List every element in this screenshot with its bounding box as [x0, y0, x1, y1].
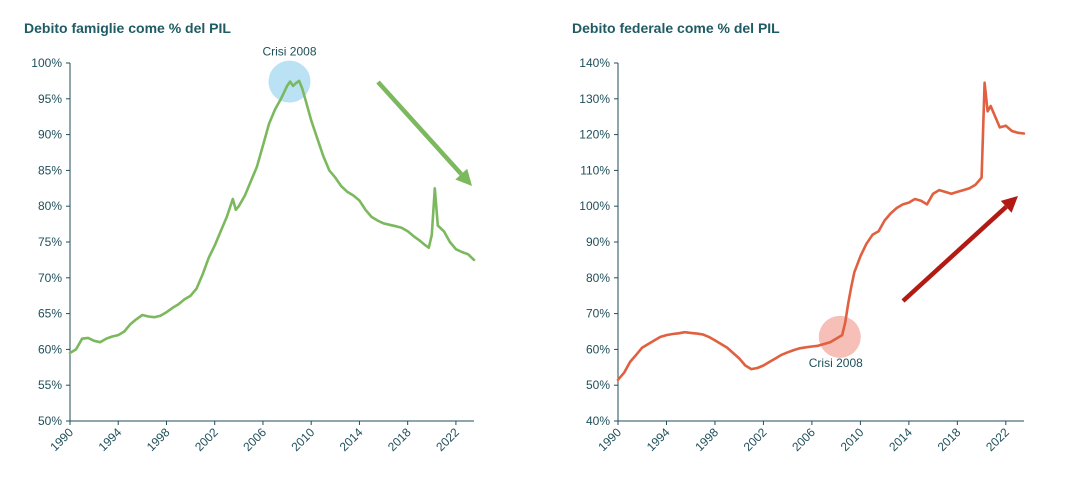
- household-x-tick-label: 2002: [192, 425, 221, 454]
- federal-x-tick-label: 1998: [692, 425, 721, 454]
- federal-y-tick-label: 40%: [586, 414, 610, 428]
- federal-x-tick-label: 2006: [789, 425, 818, 454]
- federal-y-tick-label: 80%: [586, 271, 610, 285]
- federal-x-tick-label: 2014: [886, 425, 915, 454]
- federal-y-tick-label: 60%: [586, 342, 610, 356]
- federal-y-tick-label: 130%: [579, 92, 610, 106]
- federal-series-line: [616, 81, 1026, 382]
- household-y-tick-label: 55%: [38, 378, 62, 392]
- household-x-tick-label: 1994: [96, 425, 125, 454]
- household-x-tick-label: 2014: [337, 425, 366, 454]
- household-y-tick-label: 60%: [38, 342, 62, 356]
- household-x-tick-label: 2010: [289, 425, 318, 454]
- household-x-tick-label: 1998: [144, 425, 173, 454]
- chart-title-federal-debt: Debito federale come % del PIL: [572, 20, 780, 36]
- household-x-tick-label: 2018: [385, 425, 414, 454]
- federal-y-tick-label: 100%: [579, 199, 610, 213]
- federal-x-tick-label: 1994: [644, 425, 673, 454]
- household-crisis-label: Crisi 2008: [262, 45, 316, 59]
- household-y-tick-label: 75%: [38, 235, 62, 249]
- federal-x-tick-label: 1990: [595, 425, 624, 454]
- federal-y-tick-label: 90%: [586, 235, 610, 249]
- federal-crisis-label: Crisi 2008: [809, 356, 863, 370]
- household-y-tick-label: 95%: [38, 92, 62, 106]
- household-y-tick-label: 65%: [38, 307, 62, 321]
- household-x-tick-label: 2006: [240, 425, 269, 454]
- household-y-tick-label: 100%: [31, 56, 62, 70]
- household-y-tick-label: 80%: [38, 199, 62, 213]
- household-x-tick-label: 1990: [47, 425, 76, 454]
- federal-x-tick-label: 2002: [741, 425, 770, 454]
- household-x-tick-label: 2022: [433, 425, 462, 454]
- household-trend-arrow-head: [455, 168, 472, 186]
- federal-trend-arrow-head: [1000, 196, 1018, 213]
- federal-y-tick-label: 50%: [586, 378, 610, 392]
- household-y-tick-label: 90%: [38, 128, 62, 142]
- federal-x-tick-label: 2010: [838, 425, 867, 454]
- household-y-tick-label: 50%: [38, 414, 62, 428]
- federal-y-tick-label: 110%: [580, 163, 610, 177]
- federal-x-tick-label: 2018: [935, 425, 964, 454]
- household-y-tick-label: 70%: [38, 271, 62, 285]
- federal-x-tick-label: 2022: [983, 425, 1012, 454]
- chart-title-household-debt: Debito famiglie come % del PIL: [24, 20, 231, 36]
- household-series-line: [68, 79, 476, 355]
- federal-y-tick-label: 70%: [586, 307, 610, 321]
- household-y-tick-label: 85%: [38, 163, 62, 177]
- federal-trend-arrow-shaft: [901, 205, 1008, 303]
- federal-y-tick-label: 120%: [579, 128, 610, 142]
- household-trend-arrow-shaft: [376, 80, 463, 176]
- federal-y-tick-label: 140%: [579, 56, 610, 70]
